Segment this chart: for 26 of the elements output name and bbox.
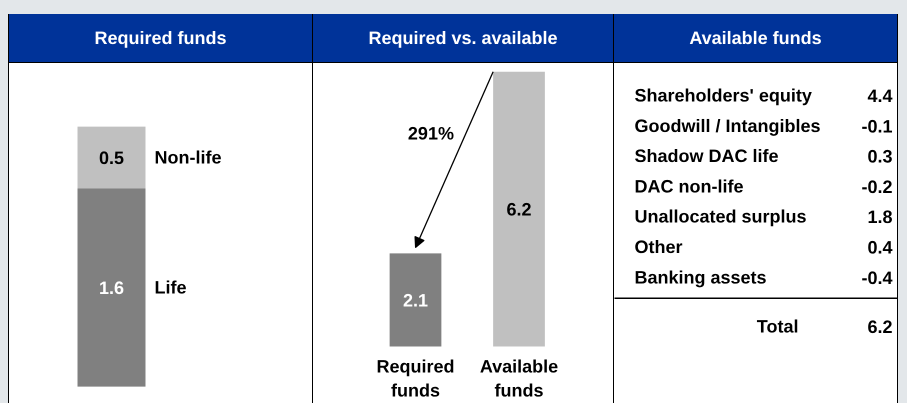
data-label: -0.4 bbox=[861, 268, 893, 288]
data-label: 4.4 bbox=[867, 86, 893, 106]
category-label: Shadow DAC life bbox=[634, 146, 779, 166]
data-label: 0.5 bbox=[98, 148, 124, 168]
data-label: 0.3 bbox=[867, 146, 893, 167]
data-label: 0.4 bbox=[867, 238, 893, 258]
category-label: Shareholders' equity bbox=[634, 86, 812, 106]
category-label: Goodwill / Intangibles bbox=[634, 116, 821, 136]
category-label: Banking assets bbox=[634, 267, 767, 288]
data-label: -0.1 bbox=[861, 116, 893, 136]
chart-title: Required funds bbox=[94, 27, 226, 50]
chart-title: Required vs. available bbox=[368, 27, 558, 50]
data-label: 2.1 bbox=[402, 290, 428, 310]
data-label: 6.2 bbox=[506, 200, 532, 220]
series-label: Non-life bbox=[154, 148, 222, 168]
data-label: 1.6 bbox=[98, 278, 124, 298]
category-label: Unallocated surplus bbox=[634, 206, 807, 227]
category-label: DAC non-life bbox=[634, 176, 744, 196]
annotation: 291% bbox=[408, 123, 454, 144]
category-label: Other bbox=[634, 237, 683, 257]
text: Total bbox=[756, 316, 798, 336]
data-label: -0.2 bbox=[861, 176, 893, 197]
data-label: 1.8 bbox=[867, 207, 893, 228]
series-label: Life bbox=[154, 278, 187, 298]
text: 6.2 bbox=[867, 316, 893, 337]
text: Available funds bbox=[689, 27, 822, 50]
